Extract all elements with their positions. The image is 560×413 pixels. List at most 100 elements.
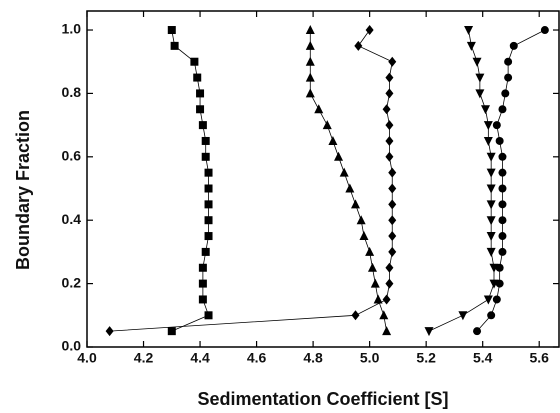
- data-point: [464, 26, 474, 36]
- data-point: [204, 184, 213, 193]
- series-line: [109, 29, 393, 332]
- y-tick-label: 0.4: [62, 211, 82, 227]
- data-point: [204, 168, 213, 177]
- y-tick-label: 0.8: [62, 84, 82, 100]
- data-point: [196, 105, 205, 114]
- data-point: [305, 25, 315, 35]
- data-point: [345, 183, 355, 193]
- data-point: [504, 73, 513, 82]
- data-point: [481, 105, 491, 115]
- data-point: [167, 327, 176, 336]
- y-tick-label: 1.0: [62, 21, 82, 37]
- data-point: [305, 72, 315, 82]
- data-point: [498, 216, 507, 225]
- plot-frame: [86, 10, 560, 348]
- data-point: [509, 41, 518, 50]
- data-point: [305, 88, 315, 98]
- data-point: [328, 135, 338, 145]
- data-point: [334, 151, 344, 161]
- data-point: [198, 295, 207, 304]
- series-line: [428, 29, 495, 332]
- x-tick-label: 5.0: [360, 350, 380, 366]
- data-point: [305, 56, 315, 66]
- data-point: [385, 72, 394, 83]
- data-point: [201, 152, 210, 161]
- data-point: [193, 73, 202, 82]
- data-point: [388, 56, 397, 67]
- data-point: [204, 200, 213, 209]
- data-point: [365, 246, 375, 256]
- data-point: [305, 40, 315, 50]
- data-point: [204, 232, 213, 241]
- data-point: [495, 279, 504, 288]
- data-point: [472, 57, 482, 67]
- data-point: [498, 184, 507, 193]
- data-point: [492, 121, 501, 130]
- data-point: [190, 57, 199, 66]
- data-point: [492, 295, 501, 304]
- data-point: [385, 151, 394, 162]
- data-point: [167, 26, 176, 35]
- data-point: [388, 215, 397, 226]
- data-point: [354, 40, 363, 51]
- data-point: [196, 89, 205, 98]
- data-point: [498, 200, 507, 209]
- data-point: [365, 25, 374, 36]
- data-point: [475, 89, 485, 99]
- data-point: [385, 88, 394, 99]
- data-point: [501, 89, 510, 98]
- data-point: [498, 168, 507, 177]
- x-tick-label: 5.6: [529, 350, 549, 366]
- data-point: [385, 135, 394, 146]
- data-point: [495, 263, 504, 272]
- data-point: [373, 294, 383, 304]
- data-point: [314, 104, 324, 114]
- data-point: [540, 26, 549, 35]
- data-point: [483, 121, 493, 131]
- data-point: [498, 105, 507, 114]
- data-point: [322, 120, 332, 130]
- data-point: [483, 295, 493, 305]
- data-point: [351, 199, 361, 209]
- y-axis-label: Boundary Fraction: [13, 110, 33, 270]
- data-point: [351, 310, 360, 321]
- data-point: [385, 120, 394, 131]
- data-point: [458, 311, 468, 321]
- data-point: [388, 183, 397, 194]
- y-tick-label: 0.0: [62, 338, 82, 354]
- data-point: [204, 216, 213, 225]
- data-point: [198, 279, 207, 288]
- data-point: [486, 200, 496, 210]
- y-tick-label: 0.2: [62, 274, 82, 290]
- data-point: [382, 104, 391, 115]
- data-point: [388, 246, 397, 257]
- data-point: [198, 121, 207, 130]
- x-tick-label: 4.8: [303, 350, 323, 366]
- data-point: [495, 136, 504, 145]
- data-point: [486, 168, 496, 178]
- y-tick-label: 0.6: [62, 148, 82, 164]
- data-point: [356, 215, 366, 225]
- data-point: [105, 326, 114, 337]
- data-point: [486, 216, 496, 226]
- data-point: [201, 247, 210, 256]
- x-tick-label: 5.4: [473, 350, 493, 366]
- data-point: [385, 278, 394, 289]
- data-point: [466, 41, 476, 51]
- data-point: [388, 199, 397, 210]
- data-point: [367, 262, 377, 272]
- x-tick-label: 4.4: [190, 350, 210, 366]
- data-point: [424, 327, 434, 337]
- data-point: [170, 41, 179, 50]
- data-point: [498, 232, 507, 241]
- data-point: [498, 152, 507, 161]
- x-tick-label: 4.0: [77, 350, 97, 366]
- data-point: [486, 152, 496, 162]
- data-point: [204, 311, 213, 320]
- x-tick-label: 4.2: [134, 350, 154, 366]
- data-point: [385, 262, 394, 273]
- data-point: [382, 294, 391, 305]
- x-tick-label: 4.6: [247, 350, 267, 366]
